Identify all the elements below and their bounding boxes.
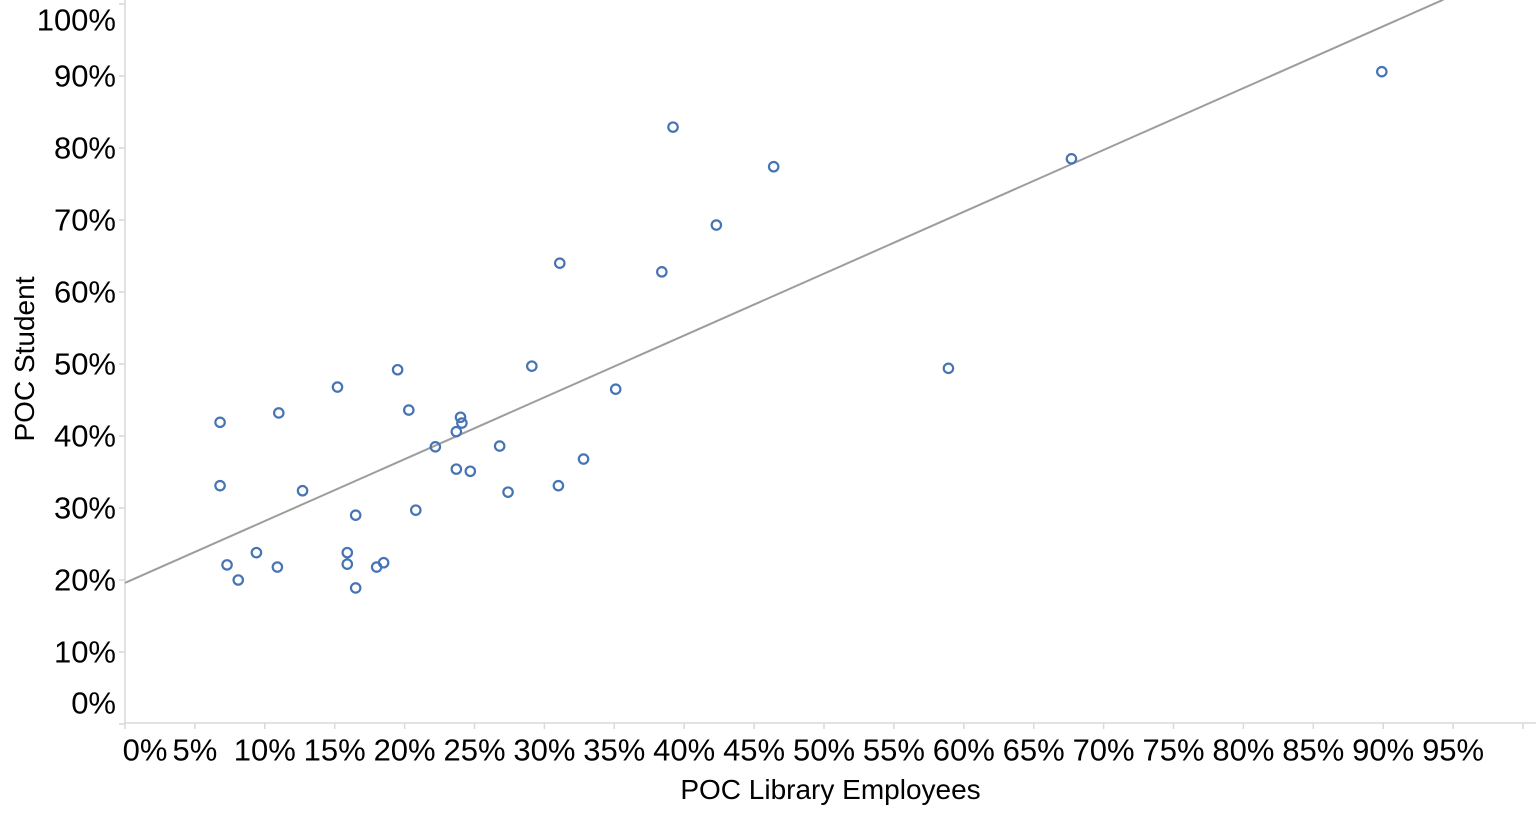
data-point: [271, 561, 284, 573]
x-tick-label: 15%: [304, 733, 366, 768]
data-point: [402, 404, 415, 416]
data-point: [577, 453, 590, 465]
y-tick-label: 60%: [54, 275, 116, 310]
data-point: [767, 160, 780, 173]
x-tick-label: 20%: [374, 733, 436, 768]
y-tick-label: 50%: [54, 347, 116, 382]
data-point: [214, 416, 226, 429]
y-axis-title: POC Student: [9, 276, 40, 442]
data-point: [656, 266, 668, 278]
x-tick-label: 80%: [1212, 733, 1274, 768]
data-point: [710, 219, 723, 231]
x-tick-label: 45%: [723, 733, 785, 768]
data-point: [341, 546, 354, 559]
y-tick-label: 40%: [54, 419, 116, 454]
data-point: [450, 463, 463, 475]
data-point: [454, 411, 467, 424]
x-tick-label: 10%: [234, 733, 296, 768]
x-axis-title: POC Library Employees: [680, 774, 981, 805]
data-point: [464, 465, 477, 478]
y-tick-label: 90%: [54, 59, 116, 94]
x-tick-label: 30%: [513, 733, 575, 768]
y-tick-label: 10%: [54, 635, 116, 670]
y-tick-label: 70%: [54, 203, 116, 238]
x-tick-label: 50%: [793, 733, 855, 768]
data-point: [526, 360, 538, 372]
data-point: [409, 504, 422, 516]
data-point: [1065, 153, 1078, 165]
x-tick-label: 5%: [172, 733, 217, 768]
data-point: [214, 479, 226, 492]
data-point: [1376, 65, 1388, 78]
data-point: [450, 425, 463, 438]
x-tick-label: 90%: [1352, 733, 1414, 768]
data-point: [250, 546, 263, 559]
data-point: [502, 486, 514, 498]
data-point: [232, 574, 245, 586]
x-tick-label: 85%: [1282, 733, 1344, 768]
y-tick-label: 0%: [71, 686, 116, 721]
x-tick-label: 25%: [443, 733, 505, 768]
data-point: [609, 383, 622, 395]
data-point: [349, 509, 362, 521]
data-point: [493, 440, 506, 452]
data-point: [349, 582, 362, 594]
x-tick-label: 40%: [653, 733, 715, 768]
trend-line: [124, 0, 1444, 584]
x-tick-label: 70%: [1073, 733, 1135, 768]
y-tick-label: 30%: [54, 491, 116, 526]
x-tick-label: 95%: [1422, 733, 1484, 768]
y-tick-label: 80%: [54, 131, 116, 166]
data-point: [341, 558, 354, 570]
data-point: [221, 559, 233, 571]
data-point: [552, 479, 565, 492]
data-point: [272, 407, 285, 419]
x-tick-label: 55%: [863, 733, 925, 768]
data-point: [296, 484, 309, 497]
y-tick-label: 100%: [37, 3, 116, 38]
x-tick-label: 65%: [1003, 733, 1065, 768]
data-point: [942, 362, 955, 375]
data-point: [553, 257, 566, 269]
data-point: [391, 363, 404, 376]
x-tick-label: 35%: [583, 733, 645, 768]
data-point: [331, 381, 344, 393]
x-tick-label: 60%: [933, 733, 995, 768]
data-point: [667, 121, 679, 133]
y-tick-label: 20%: [54, 563, 116, 598]
data-point: [377, 556, 390, 569]
data-point: [456, 417, 468, 429]
x-tick-label: 0%: [123, 733, 168, 768]
data-point: [429, 440, 442, 453]
x-tick-label: 75%: [1142, 733, 1204, 768]
